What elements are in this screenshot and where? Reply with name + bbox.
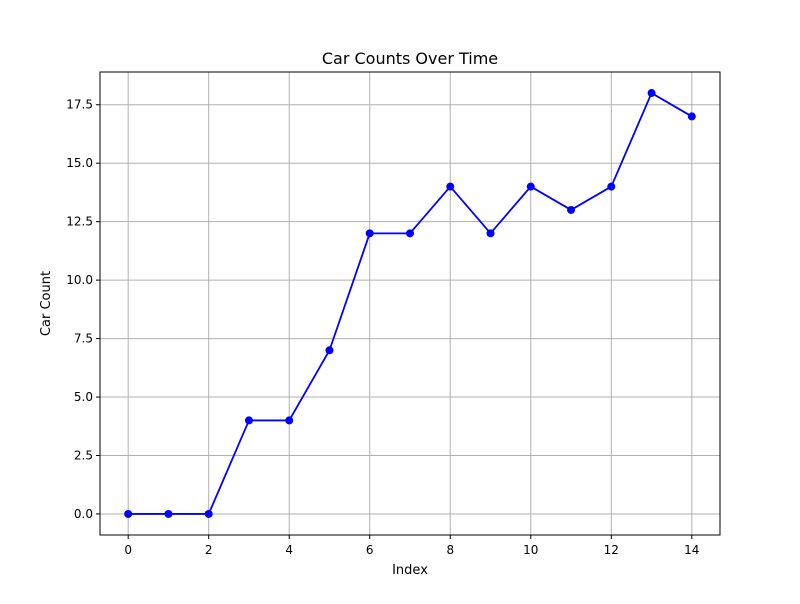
y-tick-label: 17.5 bbox=[66, 98, 93, 112]
x-tick-label: 0 bbox=[124, 543, 132, 557]
x-tick-label: 6 bbox=[366, 543, 374, 557]
x-tick-label: 10 bbox=[523, 543, 538, 557]
x-tick-label: 14 bbox=[684, 543, 699, 557]
data-point bbox=[406, 229, 414, 238]
y-tick-label: 5.0 bbox=[74, 390, 93, 404]
data-point bbox=[446, 182, 455, 191]
x-axis-label: Index bbox=[392, 563, 428, 578]
y-tick-label: 2.5 bbox=[74, 448, 93, 462]
ticks: 0 2 4 6 8 10 12 14 0.0 2.5 5.0 7.5 10.0 12.5 15.0 17.5 bbox=[66, 98, 699, 557]
data-point bbox=[325, 346, 334, 355]
y-tick-label: 15.0 bbox=[66, 156, 93, 170]
data-point bbox=[365, 229, 374, 238]
x-tick-label: 12 bbox=[604, 543, 619, 557]
series-layer bbox=[124, 89, 696, 518]
data-point bbox=[687, 112, 696, 121]
data-point bbox=[164, 509, 173, 518]
x-tick-label: 4 bbox=[285, 543, 293, 557]
data-point bbox=[647, 89, 656, 98]
y-tick-label: 0.0 bbox=[74, 507, 93, 521]
chart-title: Car Counts Over Time bbox=[322, 49, 498, 68]
plot-frame bbox=[99, 71, 721, 536]
x-tick-label: 8 bbox=[446, 543, 454, 557]
data-point bbox=[244, 416, 253, 425]
y-tick-label: 10.0 bbox=[66, 273, 93, 287]
data-point bbox=[526, 182, 535, 191]
data-point bbox=[486, 229, 495, 238]
y-tick-label: 7.5 bbox=[74, 332, 93, 346]
data-point bbox=[285, 416, 294, 425]
plot-area bbox=[100, 72, 720, 535]
y-tick-label: 12.5 bbox=[66, 215, 93, 229]
data-point bbox=[607, 182, 616, 191]
x-tick-label: 2 bbox=[205, 543, 213, 557]
data-point bbox=[204, 509, 213, 518]
data-point bbox=[124, 509, 133, 518]
y-axis-label: Car Count bbox=[39, 271, 54, 336]
data-point bbox=[567, 205, 576, 214]
